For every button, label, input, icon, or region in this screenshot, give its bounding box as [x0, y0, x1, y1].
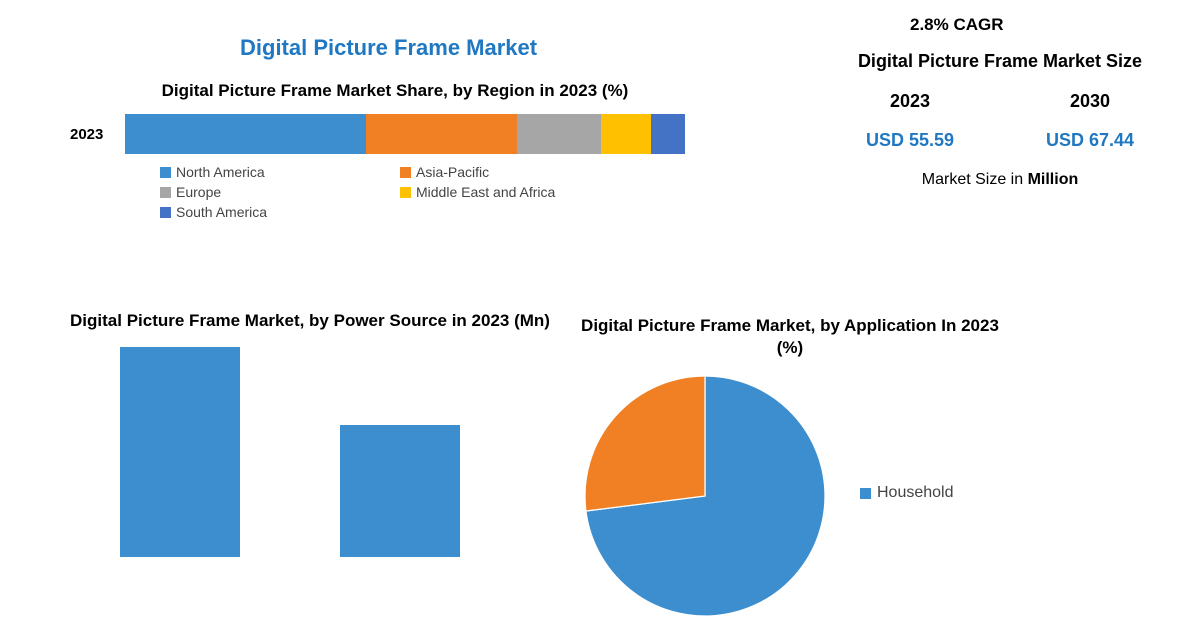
legend-label: South America — [176, 204, 267, 220]
legend-swatch — [860, 488, 871, 499]
region-legend: North America Asia-Pacific Europe Middle Ea… — [160, 164, 720, 224]
legend-swatch — [160, 207, 171, 218]
region-segment-europe — [517, 114, 601, 154]
legend-item: South America — [160, 204, 370, 220]
cagr-label: 2.8% CAGR — [910, 15, 1004, 35]
legend-item: Asia-Pacific — [400, 164, 610, 180]
year-b: 2030 — [1070, 91, 1110, 112]
pie-row: Household — [580, 371, 1160, 621]
legend-item: North America — [160, 164, 370, 180]
application-chart: Digital Picture Frame Market, by Applica… — [580, 315, 1160, 621]
power-bar — [340, 425, 460, 557]
power-bar — [120, 347, 240, 557]
region-segment-middle-east-and-africa — [601, 114, 651, 154]
legend-swatch — [400, 167, 411, 178]
legend-label: Middle East and Africa — [416, 184, 555, 200]
region-chart: Digital Picture Frame Market Share, by R… — [70, 80, 720, 224]
legend-label: Asia-Pacific — [416, 164, 489, 180]
power-bars-area — [80, 347, 540, 557]
region-chart-title: Digital Picture Frame Market Share, by R… — [70, 80, 720, 102]
region-year-label: 2023 — [70, 126, 125, 143]
market-size-unit: Market Size in Million — [820, 171, 1180, 189]
pie-legend-item: Household — [860, 484, 954, 502]
pie-chart — [580, 371, 830, 621]
region-bar-row: 2023 — [70, 114, 720, 154]
market-size-values: USD 55.59 USD 67.44 — [820, 130, 1180, 151]
power-chart-title: Digital Picture Frame Market, by Power S… — [70, 310, 550, 332]
power-chart: Digital Picture Frame Market, by Power S… — [70, 310, 550, 557]
legend-swatch — [160, 167, 171, 178]
legend-label: Europe — [176, 184, 221, 200]
region-segment-south-america — [651, 114, 685, 154]
pie-slice-commercial — [585, 376, 705, 511]
market-size-title: Digital Picture Frame Market Size — [820, 50, 1180, 73]
unit-bold: Million — [1028, 171, 1079, 188]
region-stacked-bar — [125, 114, 685, 154]
value-a: USD 55.59 — [866, 130, 954, 151]
legend-swatch — [160, 187, 171, 198]
legend-item: Middle East and Africa — [400, 184, 610, 200]
market-size-years: 2023 2030 — [820, 91, 1180, 112]
legend-label: Household — [877, 484, 954, 502]
legend-item: Europe — [160, 184, 370, 200]
unit-prefix: Market Size in — [922, 171, 1028, 188]
market-size-block: Digital Picture Frame Market Size 2023 2… — [820, 50, 1180, 189]
year-a: 2023 — [890, 91, 930, 112]
region-segment-asia-pacific — [366, 114, 517, 154]
legend-label: North America — [176, 164, 265, 180]
legend-swatch — [400, 187, 411, 198]
application-chart-title: Digital Picture Frame Market, by Applica… — [580, 315, 1000, 359]
value-b: USD 67.44 — [1046, 130, 1134, 151]
pie-legend: Household — [860, 484, 954, 508]
page-title: Digital Picture Frame Market — [240, 35, 537, 61]
region-segment-north-america — [125, 114, 366, 154]
